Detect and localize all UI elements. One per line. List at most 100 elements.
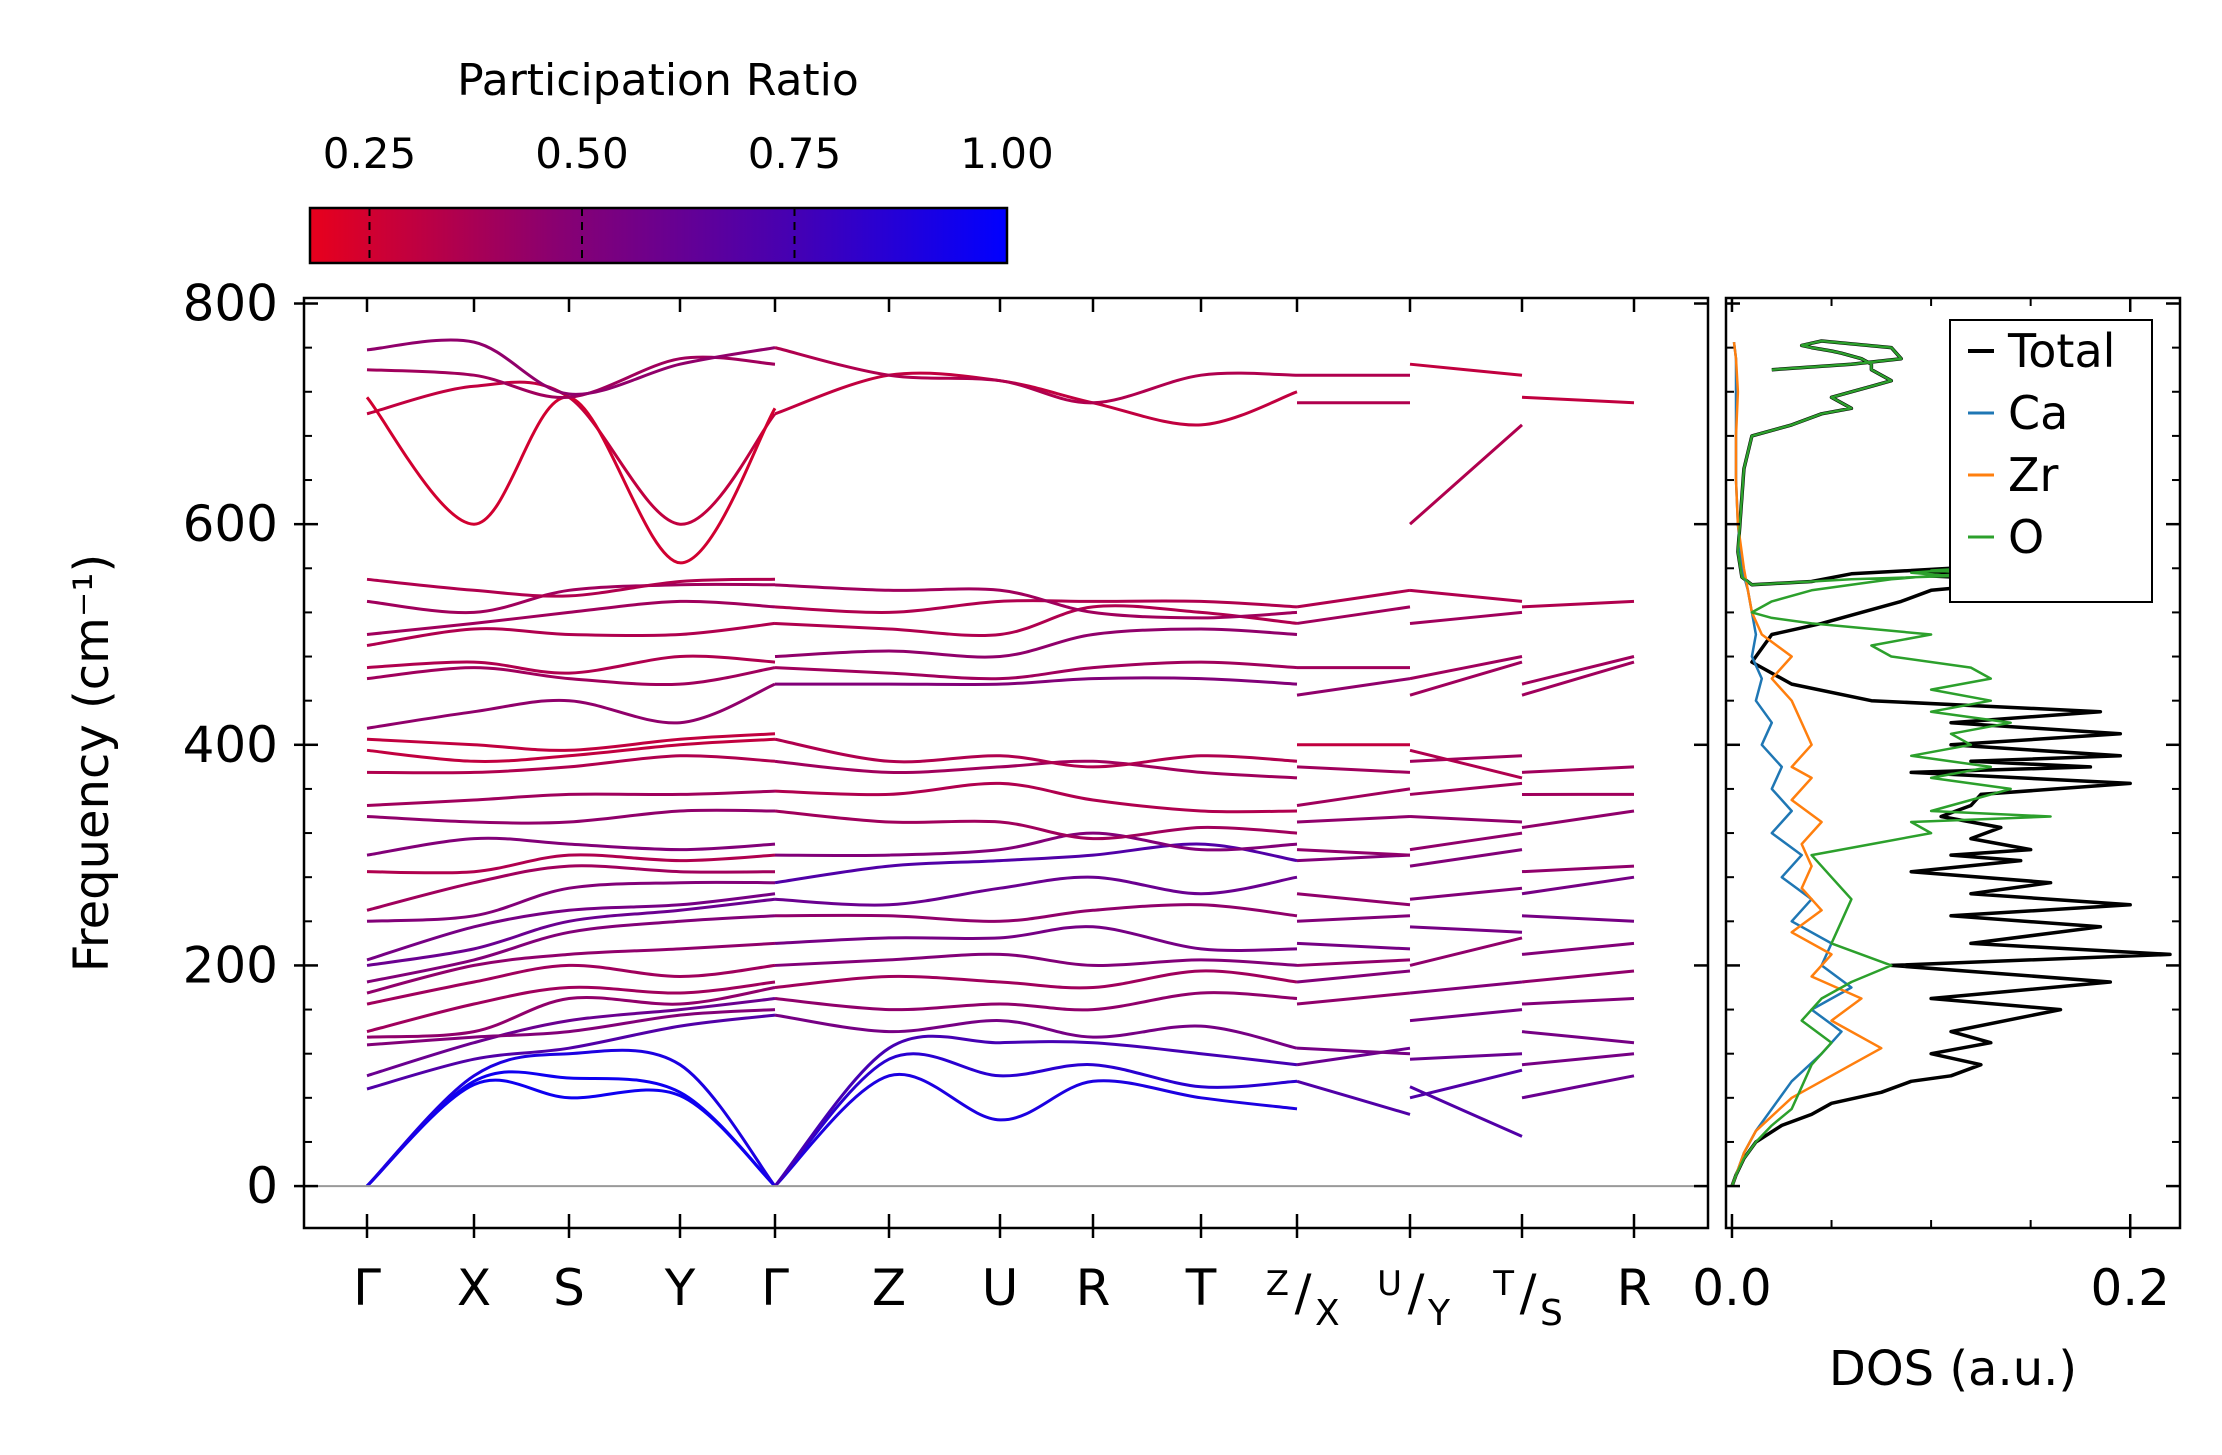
phonon-band bbox=[1521, 1074, 1635, 1100]
band-frame bbox=[302, 296, 1710, 1230]
phonon-band bbox=[366, 914, 776, 984]
phonon-band bbox=[1521, 809, 1635, 830]
phonon-band bbox=[1409, 815, 1523, 824]
phonon-band bbox=[1521, 997, 1635, 1006]
phonon-band bbox=[366, 892, 776, 962]
colorbar-tick-label: 0.25 bbox=[323, 129, 417, 178]
phonon-band bbox=[1296, 605, 1411, 625]
phonon-band bbox=[366, 897, 776, 967]
band-ytick-label: 0 bbox=[246, 1157, 278, 1215]
phonon-band bbox=[774, 831, 1298, 857]
phonon-band bbox=[366, 737, 776, 763]
band-xtick-label: S bbox=[553, 1259, 585, 1317]
kpoint-label: Γ bbox=[761, 1259, 789, 1317]
phonon-band bbox=[1296, 765, 1411, 774]
phonon-band bbox=[1296, 914, 1411, 923]
phonon-band bbox=[365, 395, 777, 565]
phonon-band bbox=[1409, 754, 1523, 763]
phonon-band bbox=[1296, 958, 1411, 967]
phonon-band bbox=[1409, 936, 1523, 967]
phonon-band bbox=[366, 1008, 776, 1047]
band-xtick-label: U bbox=[982, 1259, 1019, 1317]
colorbar-label: Participation Ratio bbox=[457, 55, 859, 106]
band-xtick-label: X bbox=[457, 1259, 491, 1317]
phonon-band bbox=[366, 997, 776, 1078]
legend-box bbox=[1949, 319, 2153, 603]
phonon-band bbox=[366, 666, 776, 687]
phonon-band bbox=[1296, 787, 1411, 807]
phonon-band bbox=[366, 853, 776, 875]
phonon-band bbox=[366, 836, 776, 857]
phonon-band bbox=[1409, 848, 1523, 868]
phonon-band bbox=[366, 941, 776, 995]
phonon-band bbox=[1409, 660, 1523, 697]
phonon-band bbox=[1521, 655, 1635, 686]
phonon-band bbox=[773, 1052, 1298, 1188]
kpoint-super: Z bbox=[1266, 1264, 1289, 1304]
phonon-band bbox=[774, 1013, 1298, 1050]
kpoint-slash: / bbox=[1408, 1264, 1425, 1322]
phonon-band bbox=[1296, 677, 1411, 697]
phonon-band bbox=[1296, 815, 1411, 824]
phonon-band bbox=[774, 660, 1298, 681]
kpoint-label: S bbox=[553, 1259, 585, 1317]
legend-label-zr: Zr bbox=[2008, 448, 2059, 502]
band-ytick-label: 200 bbox=[183, 936, 278, 994]
phonon-band bbox=[1409, 610, 1523, 625]
phonon-band bbox=[774, 991, 1298, 1012]
phonon-band bbox=[774, 371, 1298, 427]
phonon-band bbox=[365, 1070, 777, 1188]
kpoint-slash: / bbox=[1295, 1264, 1312, 1322]
phonon-band bbox=[1521, 864, 1635, 874]
phonon-band bbox=[1409, 1008, 1523, 1023]
phonon-band bbox=[366, 864, 776, 912]
phonon-band bbox=[1521, 875, 1635, 896]
band-xtick-label: U / Y bbox=[1377, 1264, 1451, 1334]
dos-line-ca bbox=[1730, 341, 1853, 1187]
phonon-band bbox=[1521, 599, 1635, 609]
band-xtick-label: T bbox=[1185, 1259, 1217, 1317]
colorbar-gradient bbox=[308, 206, 1009, 265]
phonon-band bbox=[1409, 423, 1523, 526]
phonon-band bbox=[1409, 886, 1523, 901]
phonon-band bbox=[1409, 831, 1523, 852]
phonon-band bbox=[365, 1048, 777, 1188]
band-ytick-label: 600 bbox=[183, 495, 278, 553]
phonon-band bbox=[1409, 1052, 1523, 1061]
band-xtick-label: R bbox=[1076, 1259, 1111, 1317]
phonon-band bbox=[366, 380, 777, 526]
colorbar-tick-label: 0.75 bbox=[748, 129, 842, 178]
phonon-band bbox=[774, 737, 1298, 769]
phonon-band bbox=[774, 676, 1298, 686]
legend-label-o: O bbox=[2008, 510, 2044, 564]
legend-label-total: Total bbox=[2007, 324, 2115, 378]
phonon-band bbox=[1409, 1085, 1523, 1138]
phonon-band bbox=[1409, 781, 1523, 796]
phonon-band bbox=[774, 903, 1298, 923]
phonon-band bbox=[366, 577, 776, 598]
phonon-band bbox=[1521, 1030, 1635, 1045]
phonon-band bbox=[774, 599, 1298, 614]
phonon-band bbox=[773, 1072, 1298, 1188]
phonon-band bbox=[1521, 914, 1635, 923]
phonon-band bbox=[366, 732, 776, 752]
dos-line-o bbox=[1730, 339, 2052, 1187]
phonon-band bbox=[366, 789, 776, 807]
phonon-band bbox=[1409, 1068, 1523, 1100]
phonon-band bbox=[774, 627, 1298, 659]
kpoint-sub: Y bbox=[1427, 1293, 1451, 1334]
kpoint-label: X bbox=[457, 1259, 491, 1317]
phonon-band bbox=[1296, 892, 1411, 907]
band-xtick-label: Z / X bbox=[1266, 1264, 1340, 1334]
phonon-band bbox=[366, 986, 776, 1039]
phonon-band bbox=[1409, 748, 1523, 780]
phonon-band bbox=[1521, 660, 1635, 697]
phonon-band bbox=[773, 1034, 1298, 1188]
kpoint-label: R bbox=[1617, 1259, 1652, 1317]
band-xtick-label: Γ bbox=[761, 1259, 789, 1317]
kpoint-super: T bbox=[1492, 1264, 1514, 1304]
phonon-band bbox=[1296, 1046, 1411, 1067]
phonon-band bbox=[366, 355, 776, 399]
